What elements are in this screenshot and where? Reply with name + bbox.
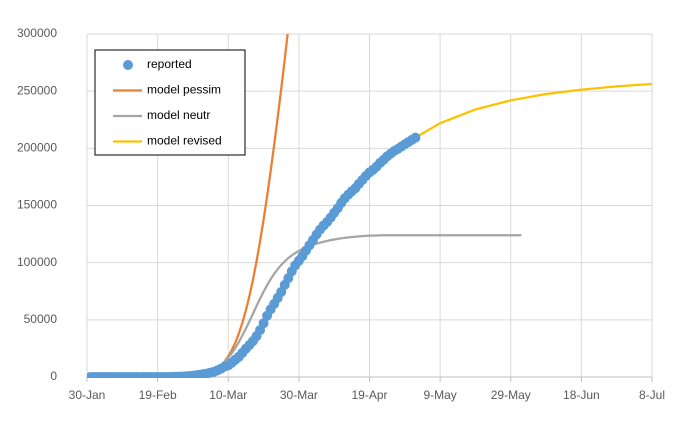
x-tick-label: 30-Mar bbox=[280, 388, 318, 402]
x-tick-label: 19-Feb bbox=[139, 388, 177, 402]
y-tick-label: 0 bbox=[50, 369, 57, 383]
legend-label: reported bbox=[147, 57, 192, 71]
data-point bbox=[258, 318, 269, 329]
legend-label: model pessim bbox=[147, 83, 221, 97]
data-point bbox=[410, 132, 421, 143]
x-tick-label: 29-May bbox=[491, 388, 531, 402]
legend: reported model pessim model neutr model rev… bbox=[94, 49, 246, 156]
y-tick-label: 200000 bbox=[17, 141, 57, 155]
x-tick-label: 18-Jun bbox=[563, 388, 600, 402]
y-tick-label: 250000 bbox=[17, 83, 57, 97]
y-tick-label: 150000 bbox=[17, 198, 57, 212]
legend-marker bbox=[123, 60, 133, 70]
y-tick-label: 100000 bbox=[17, 255, 57, 269]
x-tick-label: 8-Jul bbox=[639, 388, 665, 402]
x-tick-label: 9-May bbox=[423, 388, 456, 402]
y-tick-label: 50000 bbox=[24, 312, 58, 326]
legend-label: model neutr bbox=[147, 108, 210, 122]
y-tick-label: 300000 bbox=[17, 26, 57, 40]
x-tick-label: 19-Apr bbox=[351, 388, 387, 402]
series-line bbox=[192, 234, 522, 377]
x-tick-label: 10-Mar bbox=[209, 388, 247, 402]
x-tick-label: 30-Jan bbox=[69, 388, 106, 402]
legend-label: model revised bbox=[147, 134, 222, 148]
legend-box bbox=[94, 49, 246, 156]
plot-area bbox=[87, 34, 653, 378]
